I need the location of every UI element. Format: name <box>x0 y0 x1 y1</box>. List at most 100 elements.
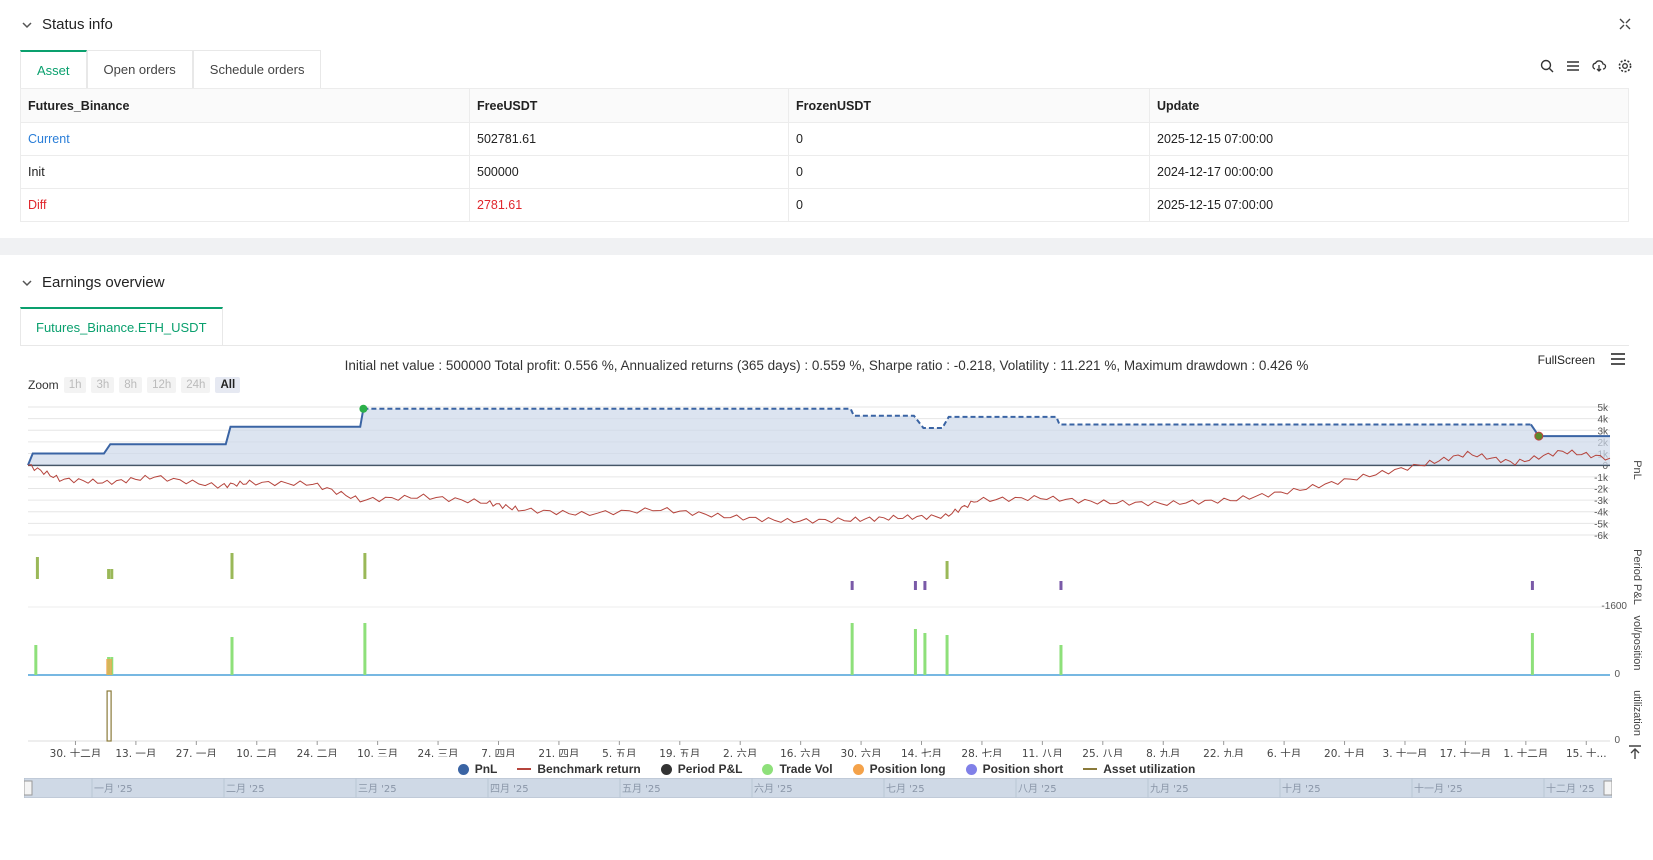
x-tick-label: 24. 三月 <box>418 748 459 757</box>
legend-asset-util[interactable]: Asset utilization <box>1083 762 1195 776</box>
status-tabs: Asset Open orders Schedule orders <box>20 50 322 89</box>
pnl-marker-end <box>1534 431 1544 441</box>
navigator-handle-right <box>1603 780 1612 796</box>
pnl-y-tick: -3k <box>1594 496 1609 507</box>
axis-title: Period P&L <box>1631 549 1643 605</box>
col-frozen: FrozenUSDT <box>788 88 1150 123</box>
legend-period-pnl[interactable]: Period P&L <box>660 762 743 776</box>
legend-short-label: Position short <box>982 762 1064 776</box>
earnings-title: Earnings overview <box>42 274 165 291</box>
zoom-24h[interactable]: 24h <box>181 377 211 393</box>
cloud-download-icon[interactable] <box>1591 58 1607 74</box>
row-label-diff: Diff <box>20 188 470 222</box>
scroll-top-icon[interactable] <box>1623 740 1647 764</box>
trade-vol-bar <box>34 645 38 675</box>
x-tick-label: 8. 九月 <box>1146 748 1180 757</box>
x-tick-label: 10. 三月 <box>357 748 398 757</box>
col-exchange: Futures_Binance <box>20 88 470 123</box>
cell-frozen: 0 <box>788 188 1150 222</box>
pnl-y-tick: -1k <box>1594 473 1609 484</box>
tab-futures-eth[interactable]: Futures_Binance.ETH_USDT <box>20 307 223 345</box>
x-tick-label: 14. 七月 <box>901 748 942 757</box>
legend-trade-vol[interactable]: Trade Vol <box>762 762 833 776</box>
period-pnl-bar-neg <box>850 581 854 590</box>
axis-title: vol/position <box>1631 615 1643 670</box>
util-y-tick: 0 <box>1614 735 1620 746</box>
zoom-3h[interactable]: 3h <box>91 377 115 393</box>
navigator-label: 十月 '25 <box>1282 782 1321 795</box>
x-tick-label: 6. 十月 <box>1267 747 1301 757</box>
range-navigator[interactable]: 一月 '25 二月 '25 三月 '25 四月 '25 五月 '25 六月 '25 七月 '… <box>24 778 1612 798</box>
pnl-y-tick: 3k <box>1597 426 1609 437</box>
legend-position-long[interactable]: Position long <box>852 762 946 776</box>
zoom-label: Zoom <box>28 378 59 392</box>
pnl-line <box>27 408 365 466</box>
navigator-label: 六月 '25 <box>754 783 793 795</box>
table-header-row: Futures_Binance FreeUSDT FrozenUSDT Upda… <box>20 88 1629 123</box>
x-tick-label: 2. 六月 <box>723 748 757 757</box>
zoom-8h[interactable]: 8h <box>119 377 143 393</box>
legend-benchmark[interactable]: Benchmark return <box>517 762 641 776</box>
chevron-down-icon[interactable] <box>20 18 34 32</box>
search-icon[interactable] <box>1539 58 1555 74</box>
zoom-bar: Zoom 1h 3h 8h 12h 24h All <box>28 377 241 393</box>
x-tick-label: 16. 六月 <box>780 748 821 757</box>
navigator-label: 八月 '25 <box>1018 783 1057 795</box>
period-pnl-bar <box>945 561 949 579</box>
trade-vol-bar <box>363 623 367 675</box>
row-label-init: Init <box>20 155 470 189</box>
menu-icon[interactable] <box>1609 351 1627 367</box>
legend-benchmark-label: Benchmark return <box>537 762 641 776</box>
status-panel: Status info Asset Open orders Schedule o… <box>0 0 1653 238</box>
navigator-label: 一月 '25 <box>94 783 133 795</box>
pnl-marker-green <box>359 404 368 413</box>
asset-table: Futures_Binance FreeUSDT FrozenUSDT Upda… <box>20 88 1629 222</box>
tab-schedule-orders[interactable]: Schedule orders <box>192 50 322 88</box>
collapse-icon[interactable] <box>1617 16 1633 32</box>
legend-util-marker <box>1083 768 1098 770</box>
pnl-area <box>28 408 1610 466</box>
zoom-1h[interactable]: 1h <box>63 377 87 393</box>
x-tick-label: 3. 十一月 <box>1383 747 1428 757</box>
x-tick-label: 22. 九月 <box>1203 748 1244 757</box>
trade-vol-bar <box>230 637 234 675</box>
legend-short-marker <box>965 763 977 775</box>
chevron-down-icon[interactable] <box>20 276 34 290</box>
legend-position-short[interactable]: Position short <box>965 762 1064 776</box>
tab-open-orders[interactable]: Open orders <box>86 50 193 88</box>
table-row: Current 502781.61 0 2025-12-15 07:00:00 <box>20 122 1629 156</box>
legend-long-marker <box>852 763 864 775</box>
fullscreen-button[interactable]: FullScreen <box>1537 353 1595 367</box>
period-pnl-bar-neg <box>923 581 927 590</box>
navigator-label: 七月 '25 <box>886 783 925 795</box>
zoom-12h[interactable]: 12h <box>147 377 177 393</box>
period-pnl-bar <box>107 569 111 579</box>
period-pnl-bar <box>35 557 39 579</box>
x-tick-label: 13. 一月 <box>115 748 156 757</box>
cell-free: 2781.61 <box>469 188 789 222</box>
x-tick-label: 10. 二月 <box>236 748 277 757</box>
col-free: FreeUSDT <box>469 88 789 123</box>
x-tick-label: 7. 四月 <box>481 748 515 757</box>
navigator-label: 三月 '25 <box>358 783 397 795</box>
x-tick-label: 30. 六月 <box>841 748 882 757</box>
pnl-line-dashed <box>363 407 1531 429</box>
tab-asset[interactable]: Asset <box>20 50 87 88</box>
status-header[interactable]: Status info <box>20 16 113 33</box>
list-icon[interactable] <box>1565 58 1581 74</box>
trade-vol-bar <box>923 633 927 675</box>
legend-util-label: Asset utilization <box>1103 762 1196 776</box>
legend-pnl[interactable]: PnL <box>457 762 497 776</box>
row-label-current[interactable]: Current <box>20 122 470 156</box>
gear-icon[interactable] <box>1617 58 1633 74</box>
status-title: Status info <box>42 16 113 33</box>
zoom-all[interactable]: All <box>215 377 241 393</box>
legend-vol-label: Trade Vol <box>779 762 833 776</box>
legend-period-label: Period P&L <box>677 762 743 776</box>
period-pnl-bar <box>110 569 114 579</box>
legend-pnl-marker <box>457 763 469 775</box>
cell-frozen: 0 <box>788 122 1150 156</box>
earnings-chart[interactable]: 5k4k3k2k1k0-1k-2k-3k-4k-5k-6k-16000030. … <box>0 395 1653 757</box>
earnings-header[interactable]: Earnings overview <box>20 274 165 291</box>
x-tick-label: 20. 十月 <box>1324 747 1365 757</box>
